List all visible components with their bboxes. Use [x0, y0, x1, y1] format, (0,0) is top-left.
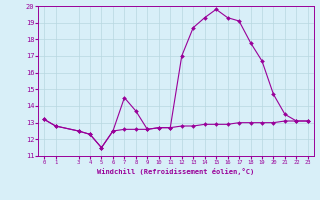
X-axis label: Windchill (Refroidissement éolien,°C): Windchill (Refroidissement éolien,°C)	[97, 168, 255, 175]
